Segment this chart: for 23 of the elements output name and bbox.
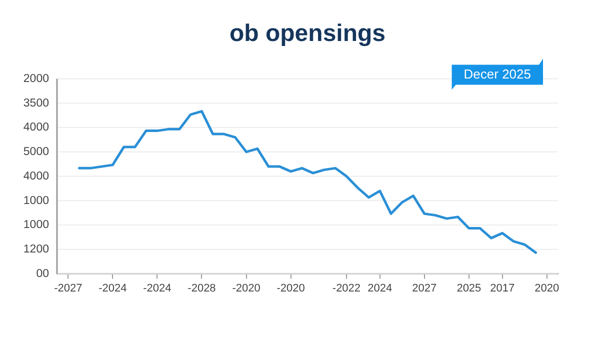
- x-tick-label: -2020: [276, 282, 305, 294]
- text: 1200: [23, 244, 49, 256]
- x-tick-label: 2017: [490, 282, 515, 294]
- x-tick-label: -2024: [143, 282, 172, 294]
- text: 3500: [23, 97, 49, 110]
- text: 4000: [23, 122, 49, 134]
- text: 00: [36, 268, 49, 280]
- x-tick-label: -2020: [232, 282, 260, 294]
- x-tick-label: -2028: [188, 282, 216, 294]
- x-tick-label: -2024: [98, 282, 127, 294]
- x-tick-label: 2025: [456, 282, 482, 294]
- text: 1000: [23, 219, 49, 232]
- text: 2000: [23, 72, 49, 85]
- x-tick-label: -2027: [54, 282, 82, 294]
- chart-title: ob opensings: [230, 20, 386, 48]
- x-tick-label: 2024: [368, 282, 392, 294]
- text: Decer 2025: [464, 66, 532, 82]
- text: 1000: [23, 194, 49, 207]
- text: 5000: [23, 146, 49, 158]
- x-tick-label: 2020: [534, 282, 560, 294]
- x-tick-label: 2027: [412, 282, 437, 294]
- x-tick-label: -2022: [332, 282, 361, 294]
- text: 4000: [23, 170, 49, 182]
